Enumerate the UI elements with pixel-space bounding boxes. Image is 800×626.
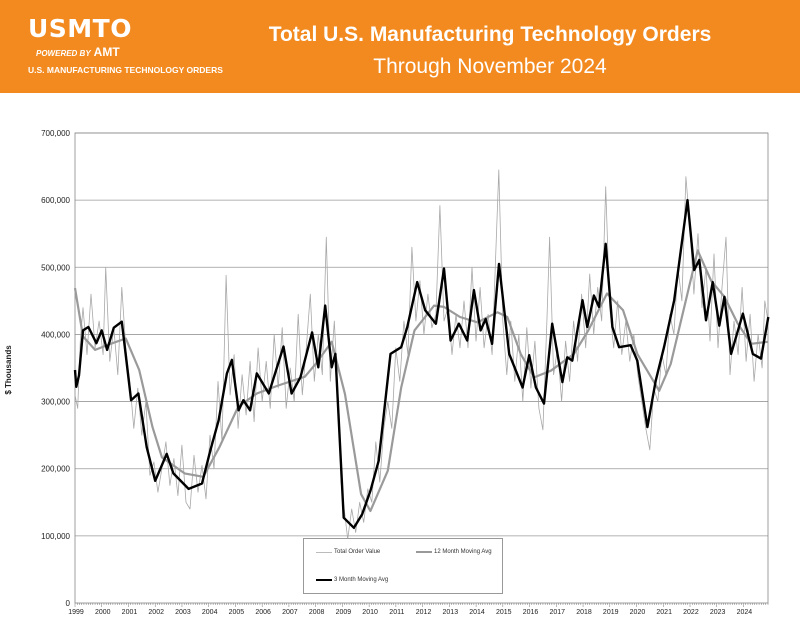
x-tick-label: 2001 (122, 609, 138, 616)
y-tick-label: 700,000 (41, 129, 70, 138)
legend-item-3mma: 3 Month Moving Avg (316, 577, 388, 583)
plot-border (74, 132, 769, 604)
x-tick-label: 2008 (309, 609, 325, 616)
x-tick-label: 2007 (282, 609, 298, 616)
logo-subtitle: U.S. MANUFACTURING TECHNOLOGY ORDERS (28, 65, 223, 75)
amt-brand: AMT (93, 45, 120, 59)
x-tick-label: 2019 (603, 609, 619, 616)
usmto-logo: USMTO POWERED BY AMT U.S. MANUFACTURING T… (28, 14, 223, 76)
x-tick-label: 2006 (255, 609, 271, 616)
legend-swatch (416, 551, 432, 553)
legend-item-12mma: 12 Month Moving Avg (416, 549, 492, 555)
series-line-total-order-value (74, 169, 769, 540)
gridlines (75, 132, 768, 537)
y-tick-label: 400,000 (41, 330, 70, 339)
powered-by-text: POWERED BY (36, 49, 91, 58)
x-tick-label: 2013 (443, 609, 459, 616)
x-tick-label: 2003 (175, 609, 191, 616)
x-tick-label: 1999 (68, 609, 84, 616)
y-tick-label: 0 (66, 599, 71, 608)
legend-swatch (316, 579, 332, 581)
legend-swatch (316, 551, 332, 553)
chart-subtitle: Through November 2024 (373, 55, 607, 78)
legend-label: Total Order Value (334, 549, 381, 555)
series-line-12-month-moving-avg (73, 249, 769, 513)
legend-item-total: Total Order Value (316, 549, 380, 555)
axes: 0 100,000 200,000 300,000 400,000 500,000 600,… (41, 129, 769, 616)
legend-label: 3 Month Moving Avg (334, 577, 389, 583)
x-tick-label: 2005 (229, 609, 245, 616)
series-lines (73, 169, 770, 540)
x-tick-label: 2004 (202, 609, 218, 616)
x-tick-label: 2018 (576, 609, 592, 616)
x-tick-label: 2012 (416, 609, 432, 616)
x-tick-label: 2021 (656, 609, 672, 616)
x-tick-label: 2016 (523, 609, 539, 616)
y-tick-label: 600,000 (41, 196, 70, 205)
y-tick-label: 500,000 (41, 263, 70, 272)
x-tick-label: 2017 (549, 609, 565, 616)
header-banner: USMTO POWERED BY AMT U.S. MANUFACTURING T… (0, 0, 800, 93)
y-tick-label: 200,000 (41, 465, 70, 474)
chart-title: Total U.S. Manufacturing Technology Orde… (268, 23, 712, 46)
legend-label: 12 Month Moving Avg (434, 549, 492, 555)
series-line-3-month-moving-avg (73, 198, 770, 529)
x-tick-label: 2002 (148, 609, 164, 616)
x-tick-label: 2020 (630, 609, 646, 616)
y-tick-label: 100,000 (41, 532, 70, 541)
x-tick-label: 2023 (710, 609, 726, 616)
x-tick-label: 2009 (336, 609, 352, 616)
x-tick-label: 2010 (362, 609, 378, 616)
x-tick-label: 2024 (737, 609, 753, 616)
x-tick-label: 2014 (469, 609, 485, 616)
logo-wordmark: USMTO (28, 14, 132, 43)
x-tick-label: 2000 (95, 609, 111, 616)
y-tick-label: 300,000 (41, 398, 70, 407)
x-tick-label: 2022 (683, 609, 699, 616)
powered-by: POWERED BY AMT (36, 45, 223, 59)
x-tick-label: 2011 (389, 609, 404, 616)
y-axis-label: $ Thousands (4, 345, 13, 395)
legend: Total Order Value 12 Month Moving Avg 3 … (303, 538, 503, 594)
x-tick-label: 2015 (496, 609, 512, 616)
